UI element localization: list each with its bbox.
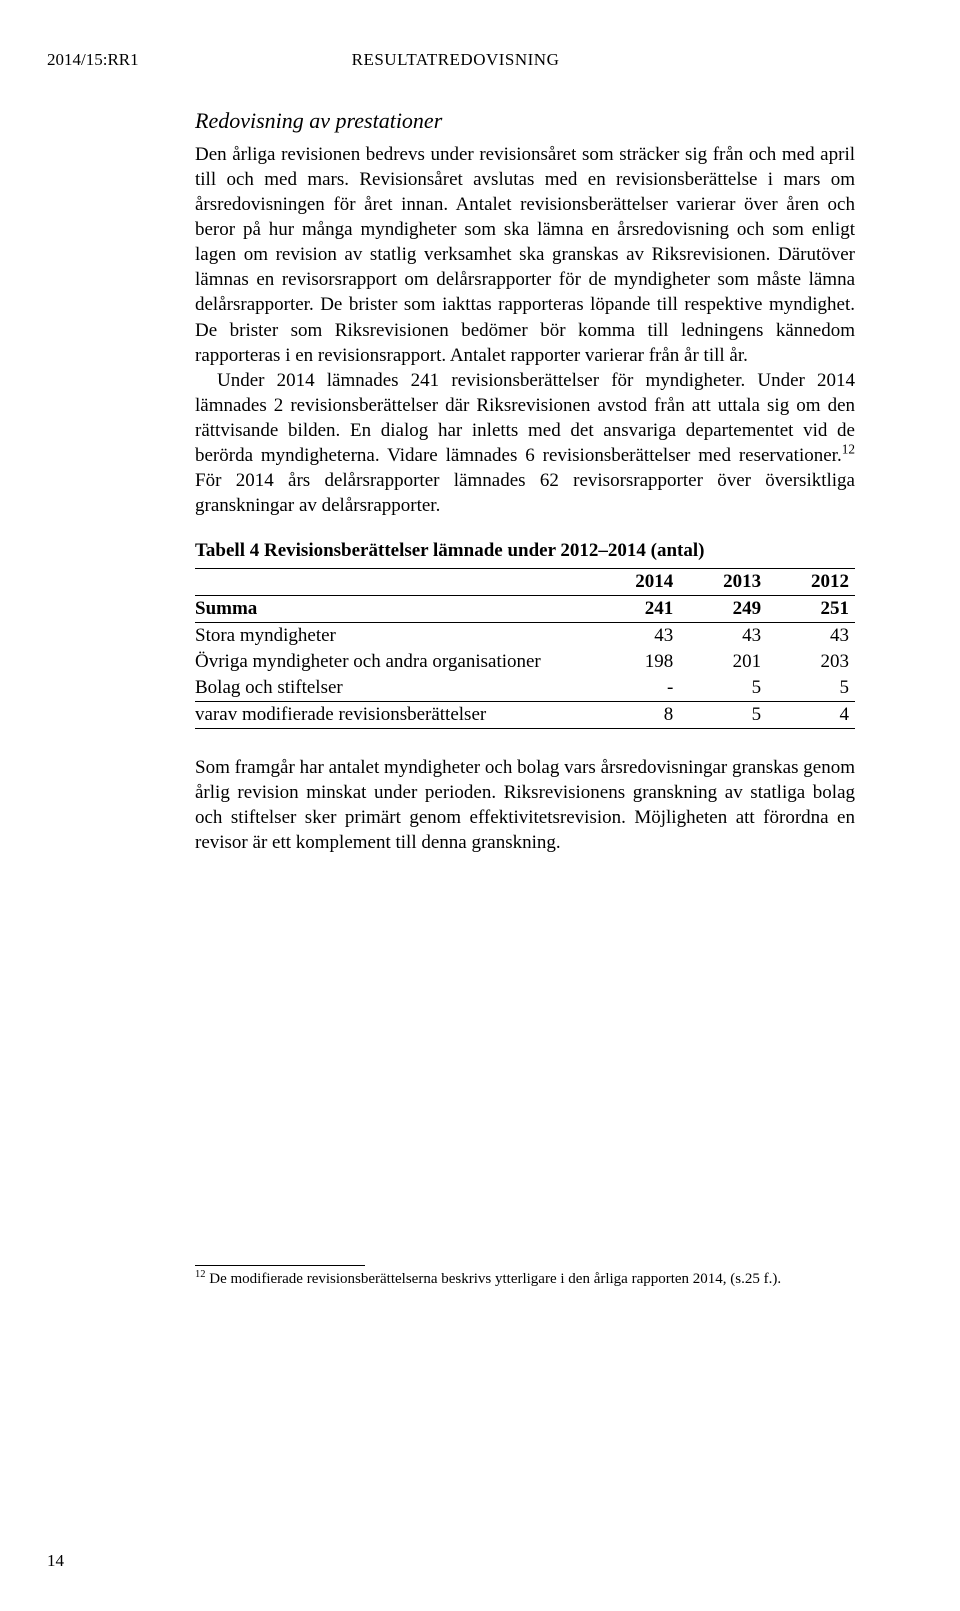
footnote-12: 12 De modifierade revisionsberättelserna… [195,1270,855,1290]
row-label: Stora myndigheter [195,623,591,650]
revision-table: 2014 2013 2012 Summa 241 249 251 Stora m… [195,568,855,729]
table-caption: Tabell 4 Revisionsberättelser lämnade un… [195,540,855,562]
table-row: Stora myndigheter 43 43 43 [195,623,855,650]
para1-text: Den årliga revisionen bedrevs under revi… [195,144,855,366]
row-label: varav modifierade revisionsberättelser [195,702,591,729]
page-number: 14 [47,1551,64,1571]
table-header-row: 2014 2013 2012 [195,569,855,596]
sum-2012: 251 [767,596,855,623]
table-row: Bolag och stiftelser - 5 5 [195,675,855,702]
footnote-text: De modifierade revisionsberättelserna be… [209,1271,781,1287]
row-val: 5 [679,702,767,729]
row-val: 198 [591,649,679,675]
header-year-2013: 2013 [679,569,767,596]
row-val: 203 [767,649,855,675]
body-paragraph-3: Som framgår har antalet myndigheter och … [195,755,855,855]
row-val: 8 [591,702,679,729]
row-val: 5 [679,675,767,702]
body-paragraph-1: Den årliga revisionen bedrevs under revi… [195,142,855,518]
document-id: 2014/15:RR1 [47,50,139,70]
page-header: 2014/15:RR1 RESULTATREDOVISNING [195,50,855,70]
subheading: Redovisning av prestationer [195,108,855,134]
header-year-2012: 2012 [767,569,855,596]
header-year-2014: 2014 [591,569,679,596]
row-val: - [591,675,679,702]
row-val: 43 [679,623,767,650]
sum-2013: 249 [679,596,767,623]
footnote-number: 12 [195,1269,206,1280]
row-val: 43 [767,623,855,650]
para2b-text: För 2014 års delårsrapporter lämnades 62… [195,470,855,516]
header-empty [195,569,591,596]
section-label: RESULTATREDOVISNING [352,50,560,70]
table-sum-row: Summa 241 249 251 [195,596,855,623]
row-val: 4 [767,702,855,729]
row-val: 5 [767,675,855,702]
footnote-separator [195,1265,365,1266]
table-row: varav modifierade revisionsberättelser 8… [195,702,855,729]
row-val: 43 [591,623,679,650]
para2a-text: Under 2014 lämnades 241 revisionsberätte… [195,370,855,466]
sum-2014: 241 [591,596,679,623]
sum-label: Summa [195,596,591,623]
table-row: Övriga myndigheter och andra organisatio… [195,649,855,675]
footnote-ref-12: 12 [842,442,855,457]
row-label: Bolag och stiftelser [195,675,591,702]
row-val: 201 [679,649,767,675]
row-label: Övriga myndigheter och andra organisatio… [195,649,591,675]
